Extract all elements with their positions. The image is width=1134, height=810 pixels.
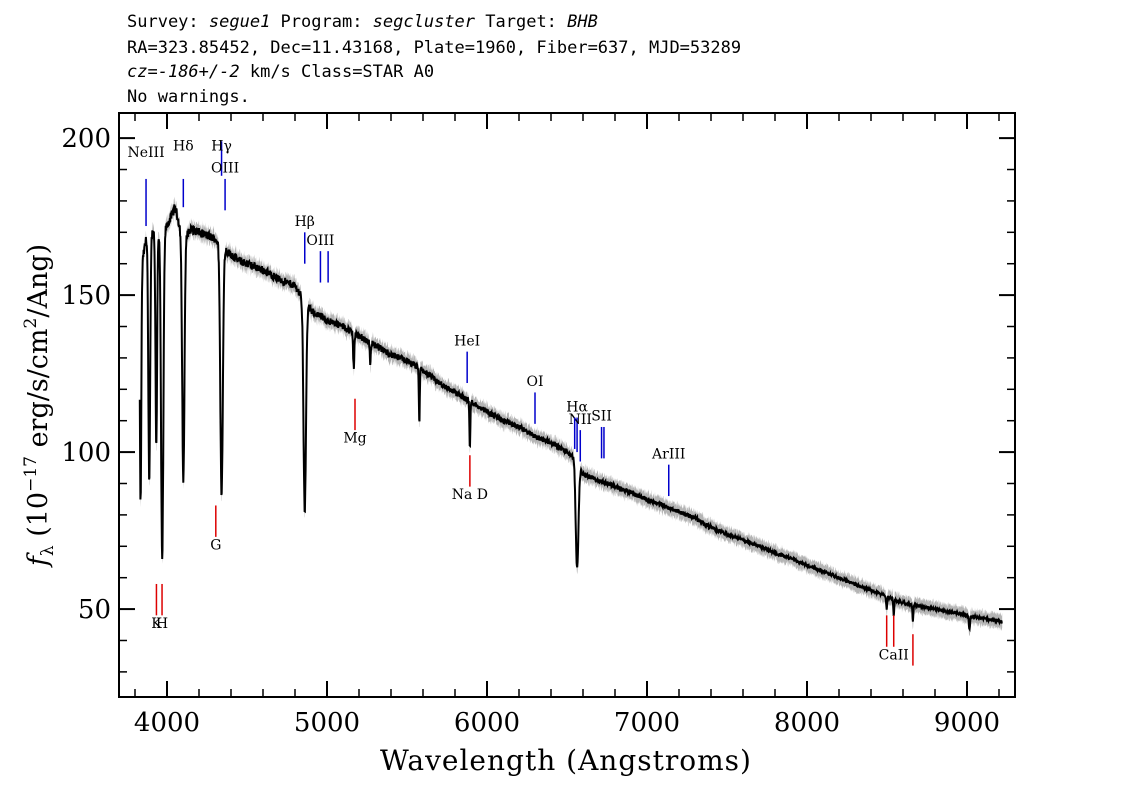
y-axis-label: fλ (10−17 erg/s/cm2/Ang) — [21, 244, 58, 568]
survey-label: Survey: — [127, 12, 209, 32]
target-label: Target: — [475, 12, 568, 32]
line-marker-label: K — [151, 616, 162, 632]
plot-frame — [118, 112, 1016, 698]
line-marker-label: Na D — [452, 487, 488, 503]
y-tick-label: 200 — [61, 124, 111, 154]
flux-line — [138, 204, 1003, 633]
line-marker-label: H — [156, 616, 168, 632]
line-marker-label: OI — [526, 374, 543, 390]
header-line-1: Survey: segue1 Program: segcluster Targe… — [127, 12, 598, 32]
target-value: BHB — [567, 12, 598, 32]
line-marker-label: NII — [569, 412, 592, 428]
flux-series — [138, 204, 1003, 633]
line-marker-label: Hδ — [173, 139, 194, 155]
line-marker-label: Mg — [343, 431, 366, 447]
line-marker-label: Hβ — [295, 214, 315, 230]
x-tick-label: 5000 — [294, 708, 360, 738]
line-marker-label: ArIII — [651, 446, 685, 462]
line-marker-label: Hα — [566, 399, 588, 415]
x-tick-label: 9000 — [934, 708, 1000, 738]
x-tick-label: 8000 — [774, 708, 840, 738]
line-marker-label: G — [210, 537, 221, 553]
y-tick-label: 150 — [61, 281, 111, 311]
line-marker-label: NeIII — [127, 145, 164, 161]
header-line-3: cz=-186+/-2 km/s Class=STAR A0 — [127, 62, 434, 82]
line-marker-label: OIII — [306, 233, 334, 249]
program-label: Program: — [270, 12, 373, 32]
program-value: segcluster — [372, 12, 476, 32]
x-tick-label: 6000 — [454, 708, 520, 738]
line-marker-label: HeI — [454, 333, 480, 349]
class-text: km/s Class=STAR A0 — [239, 62, 435, 82]
header-line-2: RA=323.85452, Dec=11.43168, Plate=1960, … — [127, 38, 742, 58]
x-tick-label: 4000 — [134, 708, 200, 738]
header-line-4: No warnings. — [127, 87, 250, 107]
axis-ticks — [119, 113, 1015, 697]
x-tick-label: 7000 — [614, 708, 680, 738]
line-marker-label: OIII — [211, 161, 239, 177]
cz-label: cz= — [127, 62, 158, 82]
cz-value: -186+/-2 — [157, 62, 240, 82]
line-marker-label: CaII — [879, 647, 909, 663]
line-marker-label: Hγ — [211, 139, 232, 155]
axis-tick-labels: 4000 5000 6000 7000 8000 9000 50 100 150 200 — [61, 124, 1000, 738]
survey-value: segue1 — [208, 12, 271, 32]
y-tick-label: 50 — [78, 595, 111, 625]
line-marker-label: SII — [591, 409, 612, 425]
y-tick-label: 100 — [61, 438, 111, 468]
y-axis-label-text: fλ (10−17 erg/s/cm2/Ang) — [21, 244, 58, 568]
x-axis-label: Wavelength (Angstroms) — [380, 744, 752, 777]
